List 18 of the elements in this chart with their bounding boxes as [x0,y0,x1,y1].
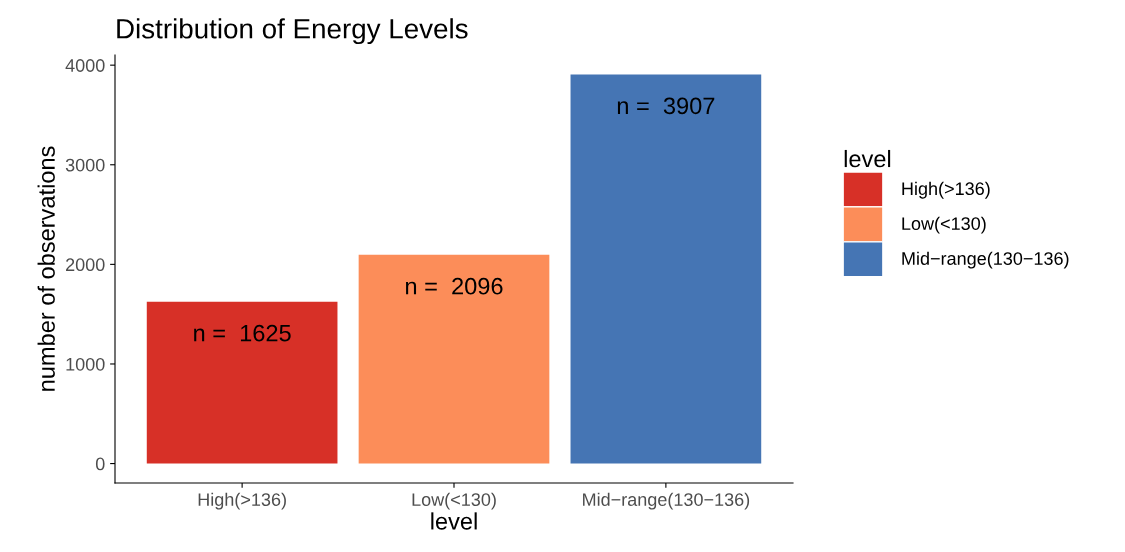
legend-title: level [844,149,891,168]
x-tick-label: Low(<130) [412,492,496,510]
y-axis-title: number of observations [37,146,55,391]
y-tick-label: 1000 [66,357,105,371]
x-tick-label: High(>136) [198,492,286,510]
x-axis-title: level [431,512,477,530]
legend-label: Low(<130) [902,216,986,234]
text: n = 2096 [406,277,503,295]
text: n = 1625 [194,324,291,342]
y-tick-label: 2000 [66,258,105,272]
y-tick-label: 0 [95,457,105,471]
y-tick-label: 4000 [65,59,105,72]
x-tick-label: Mid−range(130−136) [583,492,750,510]
legend-label: Mid−range(130−136) [902,251,1069,269]
y-tick-label: 3000 [65,158,105,172]
chart-title: Distribution of Energy Levels [117,18,468,45]
legend-label: High(>136) [902,181,990,199]
text: n = 3907 [617,97,715,115]
